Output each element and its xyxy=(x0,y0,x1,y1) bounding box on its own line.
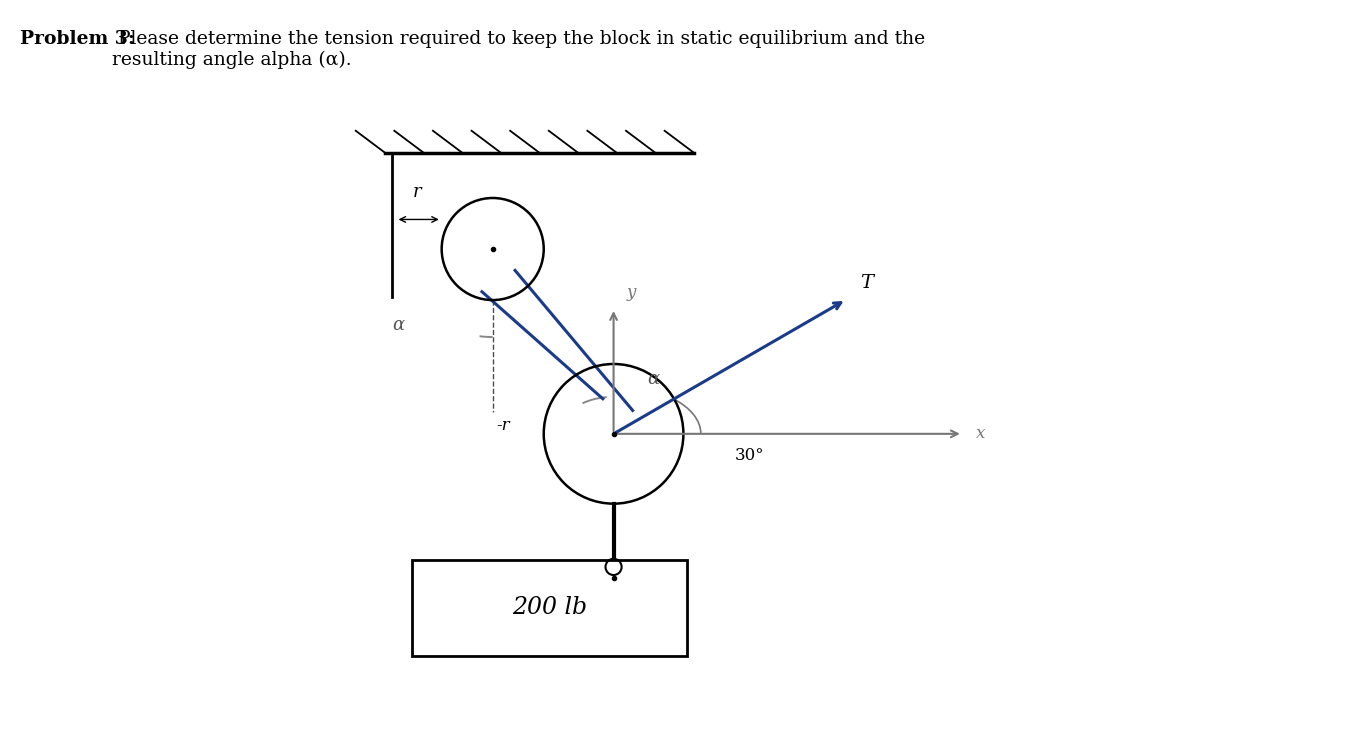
Text: r: r xyxy=(412,183,421,201)
Text: y: y xyxy=(627,284,636,301)
Text: T: T xyxy=(860,275,872,292)
Text: 30°: 30° xyxy=(735,447,764,464)
Text: α: α xyxy=(392,315,404,334)
Text: α: α xyxy=(647,370,659,387)
Text: Problem 3:: Problem 3: xyxy=(20,30,135,47)
Text: 200 lb: 200 lb xyxy=(512,596,588,619)
Bar xyxy=(412,559,687,656)
Text: -r: -r xyxy=(496,417,510,434)
Text: Please determine the tension required to keep the block in static equilibrium an: Please determine the tension required to… xyxy=(112,30,925,69)
Text: x: x xyxy=(976,425,985,442)
